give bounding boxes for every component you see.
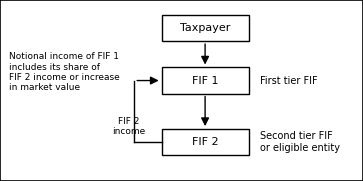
Text: Notional income of FIF 1
includes its share of
FIF 2 income or increase
in marke: Notional income of FIF 1 includes its sh…: [9, 52, 120, 92]
Text: FIF 2: FIF 2: [192, 137, 219, 147]
Bar: [162, 129, 249, 155]
Text: Second tier FIF
or eligible entity: Second tier FIF or eligible entity: [260, 131, 339, 153]
Bar: [162, 15, 249, 41]
Text: FIF 2
income: FIF 2 income: [112, 117, 146, 136]
Text: FIF 1: FIF 1: [192, 75, 219, 86]
Text: First tier FIF: First tier FIF: [260, 75, 317, 86]
Text: Taxpayer: Taxpayer: [180, 23, 230, 33]
Bar: [162, 67, 249, 94]
